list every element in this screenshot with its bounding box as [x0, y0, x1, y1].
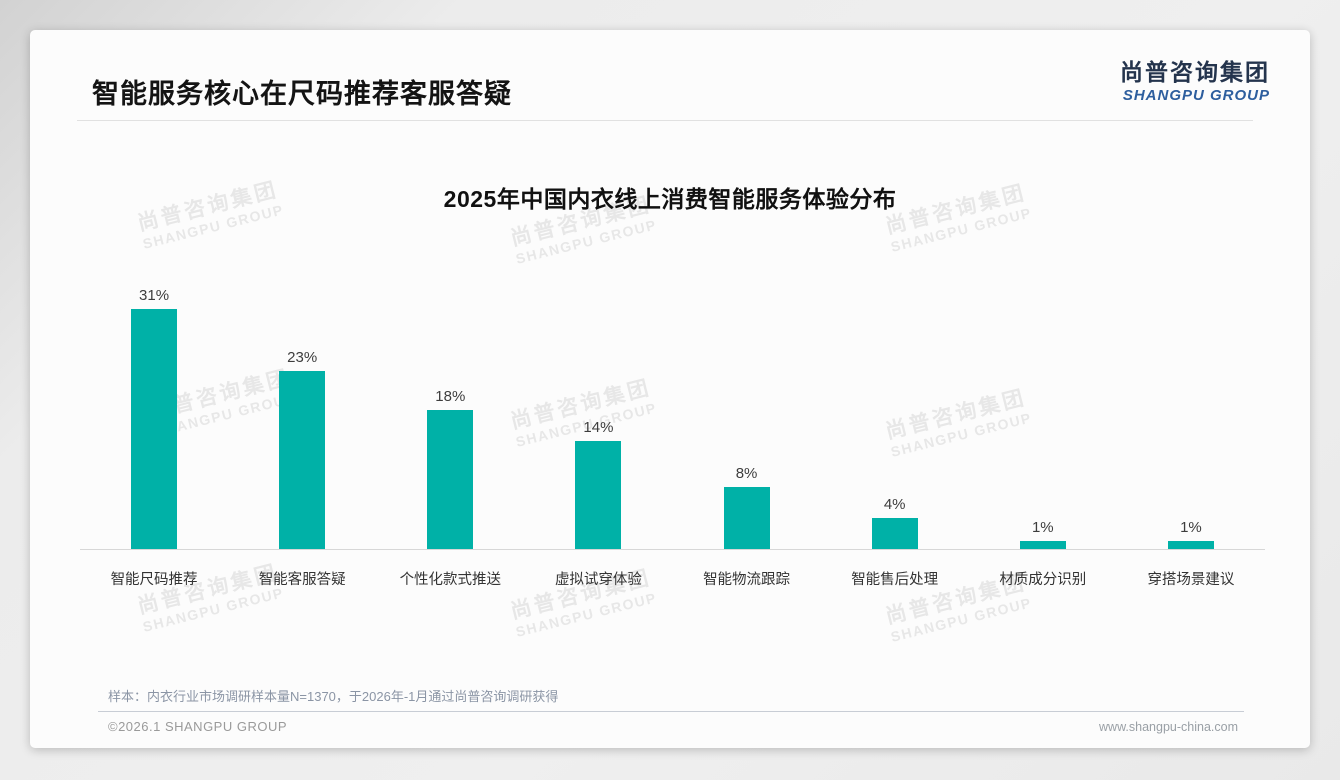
- bar: [1167, 541, 1214, 549]
- category-label: 个性化款式推送: [399, 572, 502, 588]
- category-label: 智能尺码推荐: [110, 572, 198, 588]
- bar: [131, 308, 178, 549]
- footer-divider: [98, 711, 1244, 712]
- category-label: 智能物流跟踪: [703, 572, 791, 588]
- bar-column: 1%: [969, 244, 1117, 549]
- bar-value-label: 1%: [1031, 519, 1054, 537]
- bar: [575, 440, 622, 549]
- category-label: 材质成分识别: [999, 572, 1087, 588]
- bar-column: 14%: [524, 244, 672, 549]
- bar-column: 23%: [228, 244, 376, 549]
- category-label: 虚拟试穿体验: [554, 572, 642, 588]
- sample-footnote: 样本：内衣行业市场调研样本量N=1370，于2026年-1月通过尚普咨询调研获得: [108, 689, 559, 704]
- bar-column: 1%: [1117, 244, 1265, 549]
- company-logo: 尚普咨询集团 SHANGPU GROUP: [1120, 59, 1270, 104]
- bar: [1019, 541, 1066, 549]
- copyright-text: ©2026.1 SHANGPU GROUP: [108, 719, 288, 734]
- bar: [279, 370, 326, 549]
- bar-column: 31%: [80, 244, 228, 549]
- bar-value-label: 8%: [735, 465, 758, 482]
- logo-chinese-text: 尚普咨询集团: [1120, 59, 1270, 85]
- bar-value-label: 31%: [139, 286, 170, 304]
- bar-value-label: 23%: [287, 348, 318, 366]
- logo-english-text: SHANGPU GROUP: [1122, 87, 1270, 104]
- bar-value-label: 4%: [883, 496, 906, 513]
- category-label: 智能售后处理: [851, 572, 939, 588]
- chart-title: 2025年中国内衣线上消费智能服务体验分布: [443, 186, 897, 212]
- website-url: www.shangpu-china.com: [1099, 720, 1238, 734]
- bar: [723, 487, 770, 549]
- bar-value-label: 18%: [435, 387, 466, 405]
- bar-value-label: 14%: [583, 418, 614, 436]
- bar-column: 8%: [673, 244, 821, 549]
- header-divider: [77, 120, 1253, 121]
- x-axis-line: [80, 549, 1265, 550]
- page-title: 智能服务核心在尺码推荐客服答疑: [92, 79, 512, 109]
- category-labels: 智能尺码推荐 智能客服答疑 个性化款式推送 虚拟试穿体验 智能物流跟踪 智能售后处理 材质成…: [80, 568, 1265, 589]
- slide-card: 尚普咨询集团 SHANGPU GROUP 尚普咨询集团 SHANGPU GROUP …: [30, 30, 1310, 748]
- bar: [427, 409, 474, 549]
- bar-column: 18%: [376, 244, 524, 549]
- bar-value-label: 1%: [1180, 519, 1202, 537]
- category-label: 智能客服答疑: [258, 572, 346, 588]
- category-label: 穿搭场景建议: [1147, 572, 1235, 588]
- bar-column: 4%: [821, 244, 969, 549]
- bar: [871, 518, 918, 549]
- plot-columns: 31% 23% 18% 14% 8% 4% 1% 1%: [80, 244, 1265, 549]
